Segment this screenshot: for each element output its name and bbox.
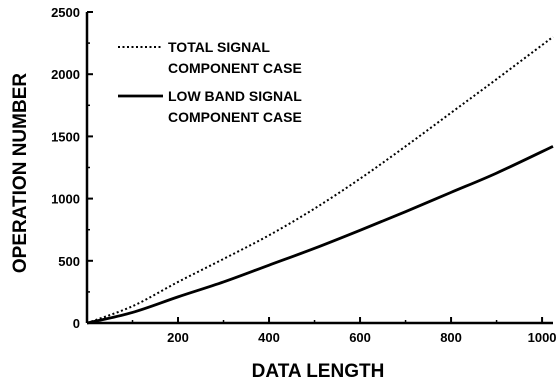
x-tick-label: 1000 (528, 330, 557, 345)
legend: TOTAL SIGNAL COMPONENT CASE LOW BAND SIGNA… (118, 39, 302, 125)
legend-label: LOW BAND SIGNAL (168, 88, 302, 104)
x-tick-label: 400 (258, 330, 280, 345)
axes (85, 12, 553, 325)
y-tick-label: 0 (73, 316, 80, 331)
y-axis-title: OPERATION NUMBER (10, 73, 31, 273)
x-tick-label: 800 (440, 330, 462, 345)
x-axis-title: DATA LENGTH (252, 361, 385, 382)
y-tick-label: 1500 (51, 129, 80, 144)
series-line-low-band-signal (86, 145, 554, 325)
y-tick-label: 1000 (51, 192, 80, 207)
axis-ticks: 0 500 1000 1500 2000 2500 200 400 600 800 1000 (51, 5, 556, 345)
x-tick-label: 600 (349, 330, 371, 345)
y-tick-label: 500 (58, 254, 80, 269)
y-tick-label: 2500 (51, 5, 80, 20)
legend-label: COMPONENT CASE (168, 109, 302, 125)
series-line-total-signal (86, 36, 554, 324)
legend-label: COMPONENT CASE (168, 60, 302, 76)
y-tick-label: 2000 (51, 67, 80, 82)
legend-label: TOTAL SIGNAL (168, 39, 270, 55)
series-group (86, 36, 554, 325)
x-tick-label: 200 (167, 330, 189, 345)
